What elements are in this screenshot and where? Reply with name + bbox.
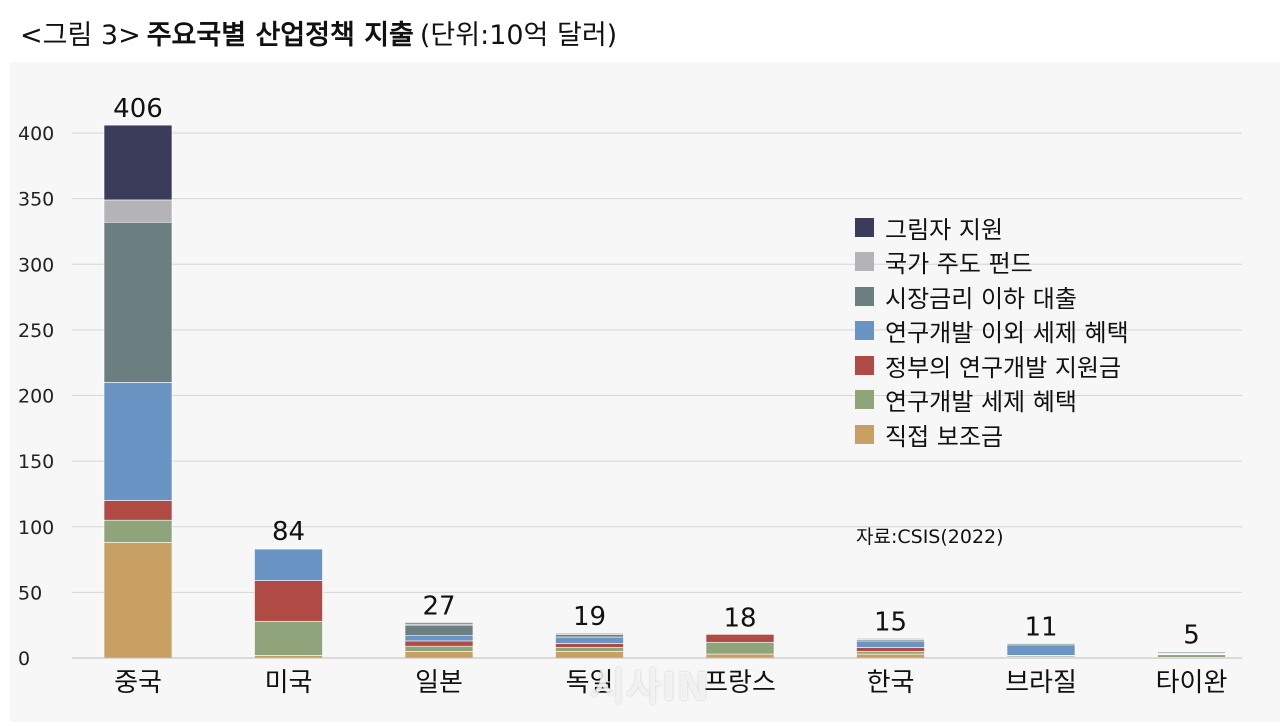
- legend-label: 직접 보조금: [885, 422, 1004, 451]
- total-label: 11: [1024, 613, 1057, 643]
- bar-segment: [103, 519, 173, 543]
- bar-segment: [705, 641, 775, 655]
- bar-segment: [404, 640, 474, 647]
- total-label: 5: [1183, 620, 1200, 650]
- bar-segment: [1157, 651, 1226, 653]
- bar-segment: [856, 638, 925, 640]
- bar-segment: [555, 643, 624, 648]
- legend-label: 연구개발 세제 혜택: [885, 388, 1077, 417]
- bar-segment: [404, 651, 474, 659]
- bar-segment: [856, 640, 925, 648]
- x-category-label: 중국: [114, 668, 162, 698]
- legend-swatch: [855, 390, 874, 410]
- bar-segment: [103, 382, 173, 501]
- y-tick-label: 200: [18, 386, 54, 408]
- bar-segment: [404, 635, 474, 642]
- bar-segment: [555, 632, 624, 635]
- bar-segment: [555, 636, 624, 644]
- legend-item: 시장금리 이하 대출: [855, 279, 1129, 314]
- total-label: 84: [272, 517, 305, 547]
- bar-segment: [404, 645, 474, 652]
- y-tick-label: 300: [18, 254, 54, 276]
- bar-segment: [103, 124, 173, 201]
- chart-title: <그림 3> 주요국별 산업정책 지출 (단위:10억 달러): [20, 16, 617, 56]
- x-category-label: 미국: [265, 668, 313, 698]
- x-category-label: 독일: [566, 668, 614, 698]
- bar-segment: [1006, 644, 1076, 656]
- bar-segment: [856, 653, 925, 659]
- bar-segment: [555, 647, 624, 652]
- x-category-label: 한국: [867, 668, 915, 698]
- legend-swatch: [855, 424, 874, 444]
- legend-item: 국가 주도 펀드: [855, 245, 1129, 280]
- figure-number: <그림 3>: [20, 20, 141, 51]
- bar-segment: [555, 634, 624, 638]
- legend-item: 그림자 지원: [855, 210, 1129, 245]
- x-category-label: 프랑스: [704, 668, 776, 698]
- bar-segment: [856, 651, 925, 655]
- bar-segment: [1006, 643, 1076, 646]
- bar-segment: [705, 653, 775, 659]
- total-label: 19: [573, 602, 606, 632]
- legend-item: 연구개발 이외 세제 혜택: [855, 314, 1129, 349]
- bar-segment: [103, 542, 173, 659]
- bar-segment: [254, 580, 323, 622]
- legend-swatch: [855, 321, 874, 341]
- total-label: 18: [723, 603, 756, 633]
- x-category-label: 브라질: [1005, 668, 1077, 698]
- total-label: 15: [874, 607, 907, 637]
- y-tick-label: 350: [18, 189, 54, 211]
- legend-label: 연구개발 이외 세제 혜택: [885, 319, 1129, 348]
- legend-label: 국가 주도 펀드: [885, 250, 1033, 279]
- bar-segment: [103, 221, 173, 383]
- legend-swatch: [855, 217, 874, 237]
- legend-swatch: [855, 252, 874, 272]
- stacked-bar-chart: 0 50 100 150 200 250 300 350 400 406 중국 84 미국 27 일본 19 독…: [18, 94, 1242, 698]
- chart-panel: 0 50 100 150 200 250 300 350 400 406 중국 84 미국 27 일본 19 독…: [10, 62, 1280, 722]
- x-category-label: 일본: [415, 668, 463, 698]
- watermark-logo: 시사IN: [590, 665, 710, 709]
- legend-swatch: [855, 286, 874, 306]
- total-label: 406: [113, 94, 163, 124]
- y-tick-label: 150: [18, 451, 54, 473]
- source-note: 자료:CSIS(2022): [856, 526, 1004, 548]
- bar-segment: [254, 548, 323, 581]
- bar-segment: [856, 647, 925, 652]
- bar-segment: [254, 620, 323, 656]
- total-label: 27: [422, 592, 455, 622]
- legend-item: 정부의 연구개발 지원금: [855, 348, 1129, 383]
- bar-segment: [103, 500, 173, 521]
- y-tick-label: 250: [18, 320, 54, 342]
- y-tick-label: 400: [18, 123, 54, 145]
- bar-segment: [705, 634, 775, 643]
- y-tick-label: 50: [18, 582, 42, 604]
- legend-label: 그림자 지원: [885, 215, 1004, 244]
- title-main: 주요국별 산업정책 지출: [146, 20, 414, 51]
- legend-label: 정부의 연구개발 지원금: [885, 353, 1122, 382]
- bar-segment: [404, 624, 474, 636]
- legend-item: 연구개발 세제 혜택: [855, 383, 1129, 418]
- bar-segment: [103, 199, 173, 223]
- x-category-label: 타이완: [1156, 668, 1228, 698]
- y-tick-label: 100: [18, 517, 54, 539]
- legend-item: 직접 보조금: [855, 417, 1129, 452]
- legend-swatch: [855, 355, 874, 375]
- legend-label: 시장금리 이하 대출: [885, 284, 1077, 313]
- bar-segment: [404, 622, 474, 625]
- unit-label: (단위:10억 달러): [419, 20, 618, 51]
- bar-segment: [1157, 654, 1226, 658]
- y-tick-label: 0: [18, 648, 30, 670]
